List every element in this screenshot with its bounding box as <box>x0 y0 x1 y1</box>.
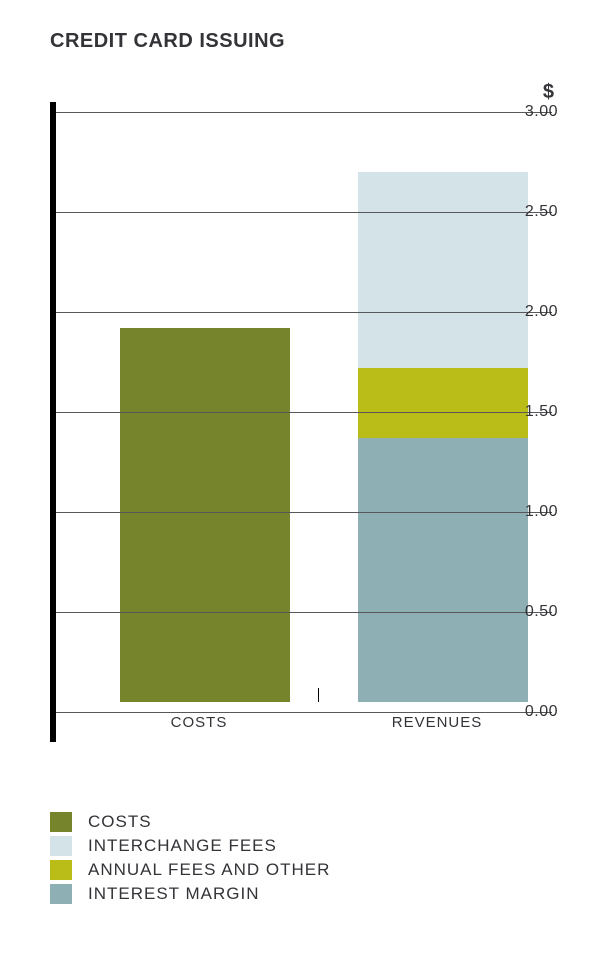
gridline <box>56 512 552 513</box>
legend-label: INTEREST MARGIN <box>88 884 259 904</box>
gridline <box>56 412 552 413</box>
legend-item-costs: COSTS <box>50 812 560 832</box>
category-label: COSTS <box>171 714 228 731</box>
gridline <box>56 712 552 713</box>
gridline <box>56 312 552 313</box>
baseline-tick <box>318 688 319 702</box>
legend-label: COSTS <box>88 812 152 832</box>
bar-segment-interchange_fees <box>358 172 528 368</box>
legend-swatch <box>50 860 72 880</box>
y-tick-label: 2.00 <box>502 303 558 321</box>
y-tick-label: 1.50 <box>502 403 558 421</box>
y-tick-label: 2.50 <box>502 203 558 221</box>
bar-segment-interest_margin <box>358 438 528 702</box>
legend-item-interest_margin: INTEREST MARGIN <box>50 884 560 904</box>
legend: COSTS INTERCHANGE FEES ANNUAL FEES AND OTH… <box>50 812 560 904</box>
legend-label: ANNUAL FEES AND OTHER <box>88 860 330 880</box>
gridline <box>56 612 552 613</box>
bar-revenues <box>358 172 528 702</box>
y-tick-label: 3.00 <box>502 103 558 121</box>
legend-swatch <box>50 812 72 832</box>
bar-costs <box>120 328 290 702</box>
category-label: REVENUES <box>392 714 483 731</box>
y-tick-label: 0.00 <box>502 703 558 721</box>
legend-label: INTERCHANGE FEES <box>88 836 277 856</box>
y-tick-label: 1.00 <box>502 503 558 521</box>
legend-item-annual_fees_and_other: ANNUAL FEES AND OTHER <box>50 860 560 880</box>
gridline <box>56 112 552 113</box>
bar-segment-costs <box>120 328 290 702</box>
legend-item-interchange_fees: INTERCHANGE FEES <box>50 836 560 856</box>
legend-swatch <box>50 836 72 856</box>
legend-swatch <box>50 884 72 904</box>
chart-title: CREDIT CARD ISSUING <box>50 30 560 53</box>
unit-symbol: $ <box>50 81 560 104</box>
y-tick-label: 0.50 <box>502 603 558 621</box>
gridline <box>56 212 552 213</box>
chart-plot <box>50 102 490 742</box>
chart-area: 0.000.501.001.502.002.503.00COSTSREVENUE… <box>50 112 560 742</box>
